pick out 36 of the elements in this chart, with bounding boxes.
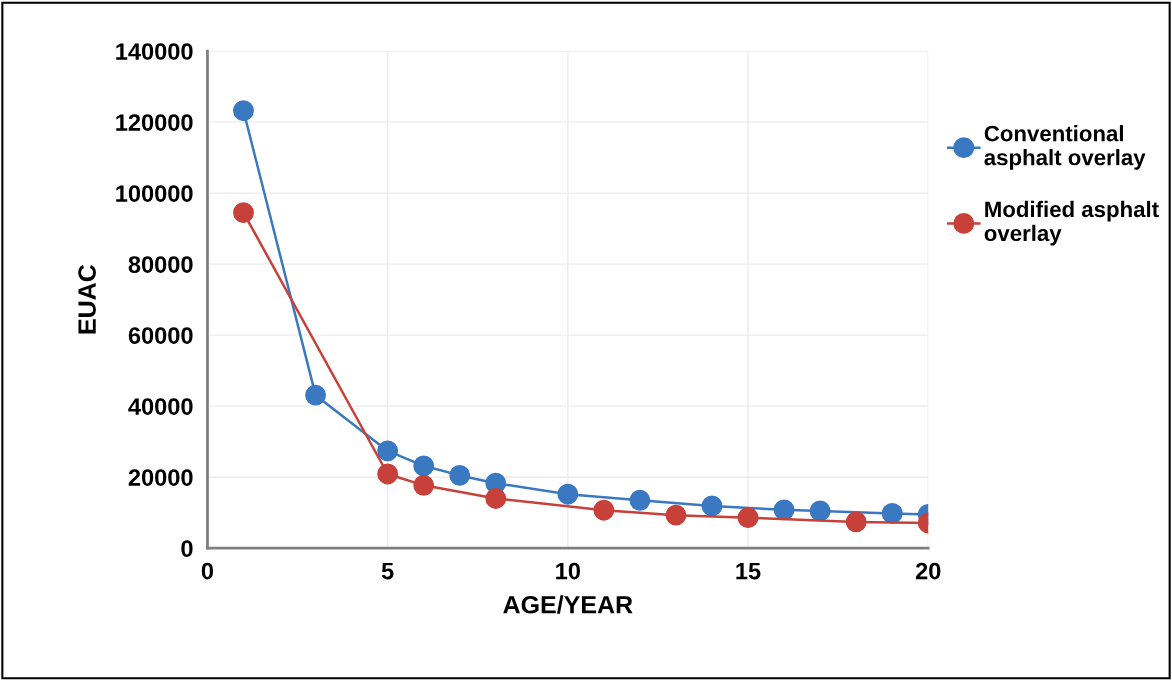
point: [233, 100, 254, 122]
point: [593, 499, 615, 521]
legend-label: Modified asphalt overlay: [984, 200, 1159, 246]
point: [413, 474, 435, 496]
y-tick-label: 140000: [116, 43, 193, 60]
point: [233, 202, 254, 224]
y-tick-label: 40000: [128, 398, 193, 415]
point: [485, 488, 507, 509]
y-tick-label: 120000: [116, 114, 193, 131]
point: [845, 511, 867, 533]
point: [449, 464, 471, 486]
y-tick-label: 20000: [128, 469, 193, 486]
point: [773, 499, 795, 521]
x-tick-label: 0: [201, 562, 214, 580]
point: [809, 500, 831, 522]
x-tick-label: 10: [556, 562, 580, 580]
point: [737, 507, 759, 529]
point: [377, 463, 399, 485]
x-axis-title: AGE/YEAR: [503, 595, 633, 614]
point: [305, 384, 326, 406]
x-tick-label: 15: [736, 562, 761, 580]
point: [413, 455, 435, 477]
point: [629, 489, 651, 511]
point: [377, 440, 399, 462]
y-tick-label: 100000: [116, 185, 193, 202]
point: [557, 483, 579, 505]
x-tick-label: 20: [915, 562, 941, 580]
point: [881, 502, 903, 524]
point: [701, 495, 723, 517]
y-tick-label: 80000: [128, 256, 193, 273]
legend-label: Conventional asphalt overlay: [984, 125, 1146, 170]
point: [665, 504, 687, 526]
x-tick-label: 5: [381, 562, 394, 580]
y-tick-label: 60000: [128, 327, 193, 344]
y-axis-title: EUAC: [78, 264, 96, 334]
y-tick-label: 0: [181, 540, 193, 557]
